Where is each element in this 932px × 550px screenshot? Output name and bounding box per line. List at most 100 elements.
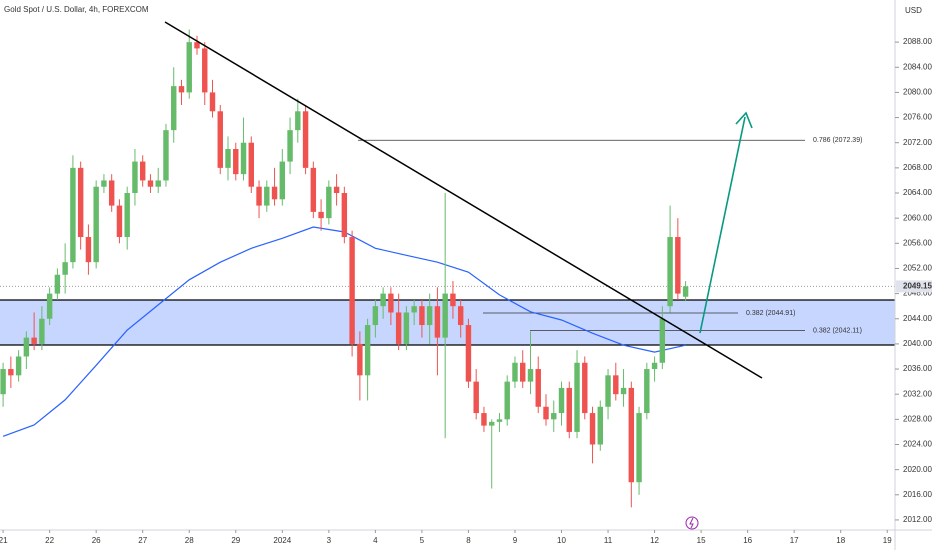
y-tick-label: 2080.00 <box>903 88 932 97</box>
y-tick-label: 2052.00 <box>903 264 932 273</box>
x-tick-label: 3 <box>327 536 332 545</box>
candle-body <box>178 86 185 93</box>
candle-body <box>155 180 161 187</box>
x-tick-label: 21 <box>0 536 8 545</box>
level-label: 0.786 (2072.39) <box>813 137 862 144</box>
arrow-head <box>735 111 753 129</box>
candle-body <box>504 381 510 420</box>
y-tick-label: 2060.00 <box>903 213 932 222</box>
candle-body <box>535 369 541 407</box>
candle-body <box>202 48 208 93</box>
candle-body <box>77 167 84 238</box>
x-tick-label: 28 <box>185 536 194 545</box>
candle-body <box>457 306 464 326</box>
level-label: 0.382 (2042.11) <box>813 327 862 334</box>
trend-line <box>164 21 763 379</box>
candle-body <box>287 130 293 162</box>
candle-body <box>488 421 495 426</box>
y-tick-label: 2064.00 <box>903 188 932 197</box>
candle-body <box>108 180 115 206</box>
candle-body <box>302 111 309 168</box>
y-tick-label: 2076.00 <box>903 113 932 122</box>
candle-body <box>163 130 169 181</box>
event-icon[interactable] <box>685 516 699 530</box>
candle-body <box>527 369 534 382</box>
candle-body <box>271 186 278 200</box>
candle-body <box>364 325 371 376</box>
arrow-shaft <box>699 116 746 334</box>
x-tick-label: 2024 <box>273 536 291 545</box>
candle-body <box>620 387 627 395</box>
candle-body <box>8 369 14 376</box>
candle-body <box>357 343 363 376</box>
candle-body <box>256 186 262 206</box>
candle-body <box>279 161 286 200</box>
candle-body <box>434 306 441 338</box>
candle-body <box>372 306 379 326</box>
x-tick-label: 19 <box>883 536 892 545</box>
candle-body <box>597 406 604 445</box>
candle-body <box>333 186 340 194</box>
y-tick-label: 2088.00 <box>903 37 932 46</box>
candle-body <box>116 205 123 238</box>
candle-body <box>667 237 673 307</box>
candle-body <box>512 362 518 382</box>
candle-body <box>209 92 216 112</box>
y-tick-label: 2016.00 <box>903 490 932 499</box>
candle-body <box>326 186 332 219</box>
candle-body <box>15 356 22 376</box>
candle-body <box>194 42 200 49</box>
candle-body <box>233 149 239 175</box>
y-tick-label: 2040.00 <box>903 339 932 348</box>
currency-label: USD <box>905 6 922 15</box>
candle-body <box>628 387 635 483</box>
candle-body <box>574 362 580 432</box>
y-tick-label: 2084.00 <box>903 62 932 71</box>
x-tick-label: 16 <box>743 536 752 545</box>
candle-body <box>419 306 425 326</box>
candle-body <box>93 186 99 263</box>
candle-body <box>171 86 177 131</box>
candle-body <box>403 312 410 344</box>
candle-body <box>551 413 557 420</box>
candle-body <box>147 180 154 187</box>
candle-body <box>132 161 138 194</box>
candle-body <box>124 193 130 238</box>
candle-body <box>589 413 596 445</box>
x-tick-label: 9 <box>513 536 518 545</box>
candle-body <box>442 293 448 338</box>
candle-body <box>310 167 317 212</box>
candle-body <box>46 293 53 319</box>
event-circle[interactable] <box>685 516 699 530</box>
candle-body <box>0 369 6 395</box>
x-tick-label: 27 <box>138 536 147 545</box>
x-tick-label: 12 <box>650 536 659 545</box>
candle-body <box>659 318 666 363</box>
x-tick-label: 29 <box>231 536 240 545</box>
y-tick-label: 2028.00 <box>903 414 932 423</box>
x-tick-label: 5 <box>420 536 425 545</box>
candle-body <box>295 111 301 131</box>
candle-body <box>582 362 588 414</box>
x-tick-label: 8 <box>466 536 471 545</box>
y-tick-label: 2020.00 <box>903 465 932 474</box>
candle-body <box>465 325 472 382</box>
candle-body <box>481 413 487 426</box>
candle-body <box>636 413 642 483</box>
candle-body <box>186 42 192 93</box>
x-tick-label: 17 <box>790 536 799 545</box>
candle-body <box>380 293 386 307</box>
event-bolt <box>689 517 694 529</box>
candle-body <box>388 293 394 313</box>
candle-body <box>682 286 689 297</box>
last-price-tag <box>896 280 932 293</box>
candle-body <box>139 161 146 181</box>
candle-body <box>39 318 45 344</box>
candle-body <box>450 293 456 307</box>
y-tick-label: 2024.00 <box>903 440 932 449</box>
x-tick-label: 18 <box>836 536 845 545</box>
candle-body <box>558 387 565 414</box>
candle-body <box>644 369 650 414</box>
candle-body <box>426 306 433 326</box>
